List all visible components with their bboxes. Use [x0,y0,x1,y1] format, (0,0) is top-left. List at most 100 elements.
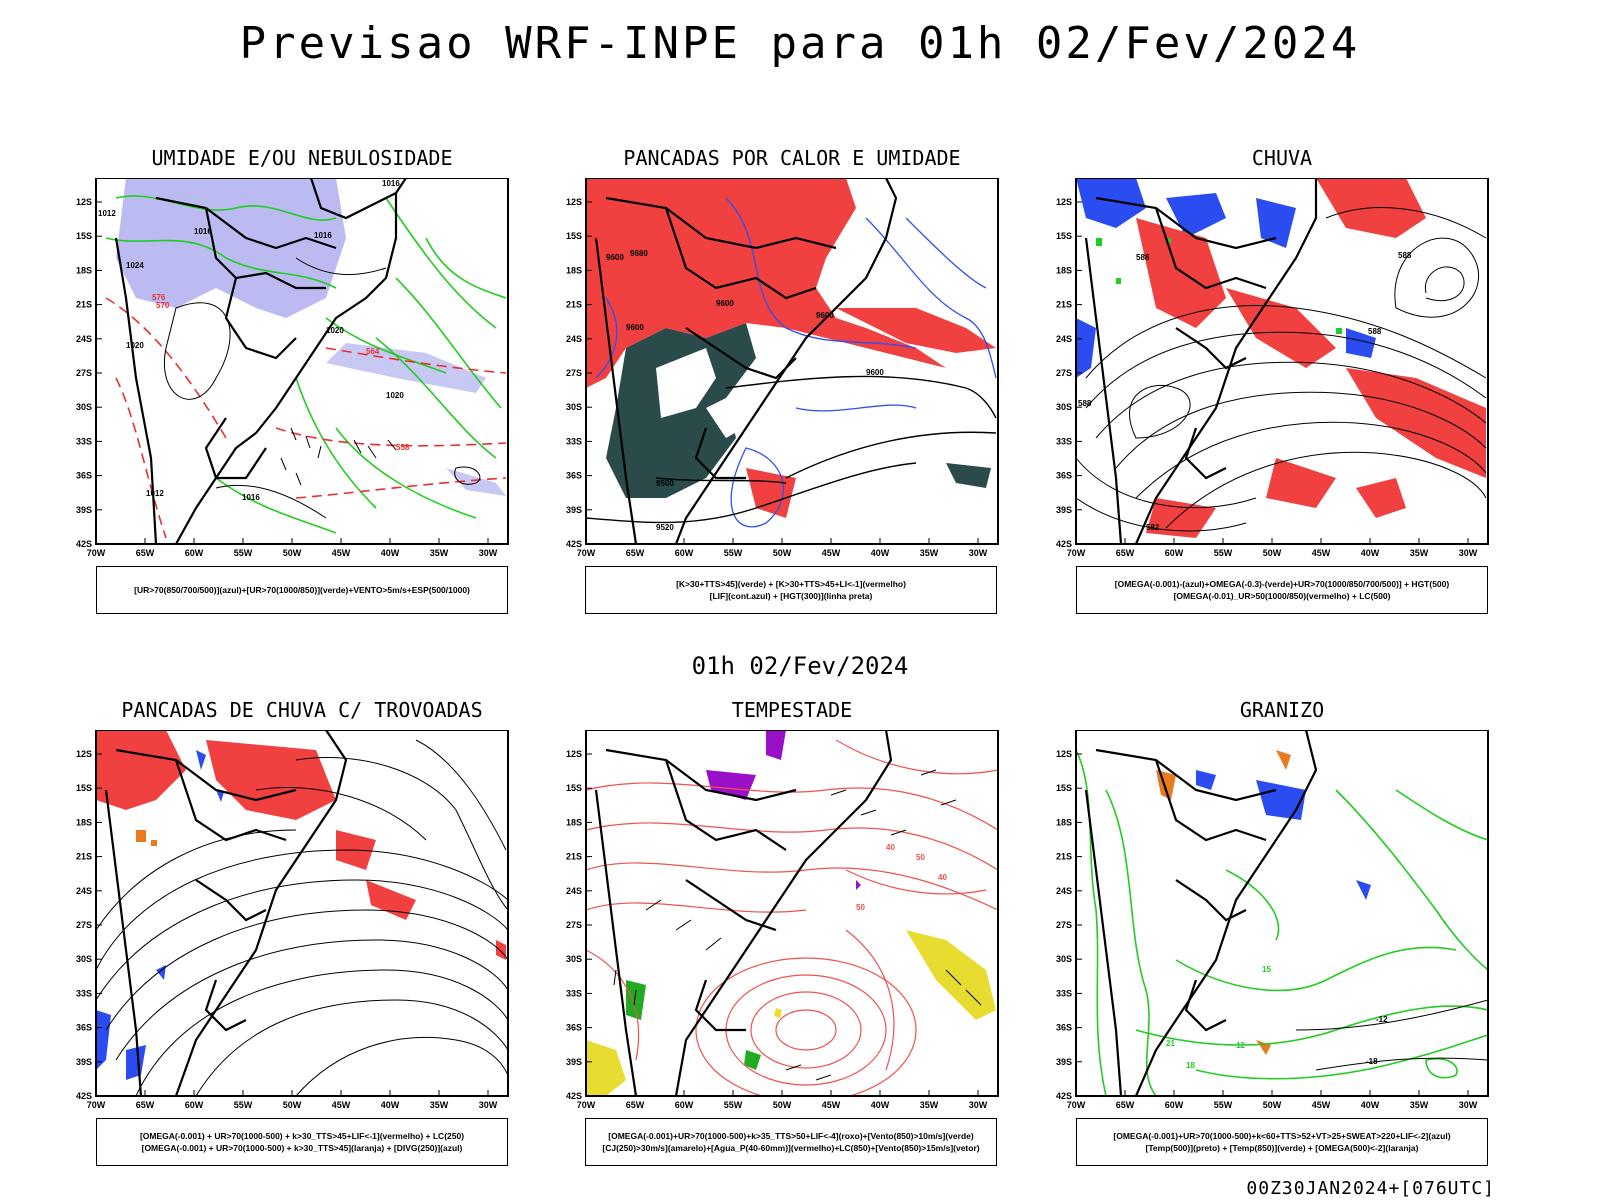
lat-tick-label: 36S [1056,1023,1072,1033]
lat-tick-label: 12S [566,197,582,207]
lat-tick-label: 21S [1056,852,1072,862]
lat-tick-label: 12S [1056,749,1072,759]
lat-tick-label: 39S [566,1057,582,1067]
lon-tick-label: 35W [920,548,939,558]
isobar-label: 1012 [98,209,116,218]
map-hail: -12 -18 12 15 18 21 [1076,730,1488,1096]
legend-convection: [K>30+TTS>45](verde) + [K>30+TTS>45+LI<-… [585,566,997,614]
thickness-label: 564 [366,347,380,356]
lat-tick-label: 21S [76,852,92,862]
lon-tick-label: 45W [1312,1100,1331,1110]
lat-tick-label: 42S [566,1091,582,1101]
lat-tick-label: 15S [566,231,582,241]
lat-tick-label: 33S [566,436,582,446]
lat-tick-label: 39S [76,505,92,515]
lon-tick-label: 35W [920,1100,939,1110]
lon-tick-label: 50W [283,1100,302,1110]
lon-tick-label: 60W [185,548,204,558]
temp500-label: -12 [1376,1015,1388,1024]
lat-tick-label: 18S [1056,265,1072,275]
thickness-label: 558 [396,443,410,452]
lat-tick-label: 42S [76,1091,92,1101]
lon-tick-label: 35W [430,1100,449,1110]
lon-tick-label: 30W [969,548,988,558]
lat-tick-label: 18S [566,817,582,827]
legend-rain: [OMEGA(-0.001)-(azul)+OMEGA(-0.3)-(verde… [1076,566,1488,614]
lon-tick-label: 55W [724,548,743,558]
panel-title-hail: GRANIZO [1239,698,1325,722]
lon-tick-label: 60W [675,548,694,558]
lat-tick-label: 24S [76,334,92,344]
map-convection: 9600 9680 9600 9600 9600 9600 9520 9500 [586,178,998,544]
isobar-label: 1016 [242,493,260,502]
lat-tick-label: 42S [566,539,582,549]
lon-tick-label: 60W [185,1100,204,1110]
lon-tick-label: 70W [1067,1100,1086,1110]
lon-tick-label: 50W [773,1100,792,1110]
lon-tick-label: 40W [1361,548,1380,558]
isoline-label: 9600 [866,368,884,377]
temp500-label: -18 [1366,1057,1378,1066]
lon-tick-label: 40W [1361,1100,1380,1110]
lat-tick-label: 12S [566,749,582,759]
lon-tick-label: 65W [626,548,645,558]
lon-tick-label: 45W [822,1100,841,1110]
lon-tick-label: 30W [1459,1100,1478,1110]
isoline-label: 9600 [626,323,644,332]
legend-humidity: [UR>70(850/700/500)](azul)+[UR>70(1000/8… [96,566,508,614]
isoline-label: 9600 [816,311,834,320]
lat-tick-label: 33S [76,988,92,998]
lat-tick-label: 21S [566,300,582,310]
panel-title-thunderstorms: PANCADAS DE CHUVA C/ TROVOADAS [121,698,483,722]
isoline-label: 40 [886,843,895,852]
mid-date: 01h 02/Fev/2024 [691,652,909,680]
lon-tick-label: 65W [1116,548,1135,558]
lon-tick-label: 45W [1312,548,1331,558]
lon-tick-label: 50W [1263,548,1282,558]
lat-tick-label: 36S [76,1023,92,1033]
lat-tick-label: 15S [1056,783,1072,793]
lon-tick-label: 40W [871,1100,890,1110]
lat-tick-label: 18S [76,817,92,827]
legend-storm: [OMEGA(-0.001)+UR>70(1000-500)+k>35_TTS>… [585,1118,997,1166]
lat-tick-label: 36S [566,1023,582,1033]
lon-tick-label: 60W [1165,548,1184,558]
map-thunderstorms [96,730,508,1096]
lon-tick-label: 30W [479,548,498,558]
panel-title-rain: CHUVA [1251,146,1313,170]
lon-tick-label: 50W [773,548,792,558]
panel-title-humidity: UMIDADE E/OU NEBULOSIDADE [151,146,453,170]
lon-tick-label: 70W [87,1100,106,1110]
lon-tick-label: 35W [430,548,449,558]
temp850-label: 18 [1186,1061,1195,1070]
lat-tick-label: 12S [76,197,92,207]
lon-tick-label: 30W [969,1100,988,1110]
legend-thunderstorms: [OMEGA(-0.001) + UR>70(1000-500) + k>30_… [96,1118,508,1166]
isoline-label: 40 [938,873,947,882]
isoline-label: 9520 [656,523,674,532]
lat-tick-label: 30S [76,954,92,964]
lat-tick-label: 27S [566,920,582,930]
lon-tick-label: 40W [381,548,400,558]
lat-tick-label: 42S [1056,539,1072,549]
isoline-label: 50 [916,853,925,862]
isoline-label: 9500 [656,479,674,488]
lat-tick-label: 18S [1056,817,1072,827]
isoline-label: 588 [1136,253,1150,262]
lat-tick-label: 24S [76,886,92,896]
lon-tick-label: 70W [1067,548,1086,558]
lat-tick-label: 33S [76,436,92,446]
lat-tick-label: 27S [1056,920,1072,930]
lat-tick-label: 39S [566,505,582,515]
lat-tick-label: 30S [566,954,582,964]
lon-tick-label: 70W [577,548,596,558]
lon-tick-label: 30W [1459,548,1478,558]
isobar-label: 1020 [386,391,404,400]
lat-tick-label: 30S [566,402,582,412]
lon-tick-label: 65W [136,1100,155,1110]
lat-tick-label: 21S [76,300,92,310]
isoline-label: 588 [1398,251,1412,260]
lat-tick-label: 42S [1056,1091,1072,1101]
lon-tick-label: 40W [381,1100,400,1110]
lon-tick-label: 55W [724,1100,743,1110]
